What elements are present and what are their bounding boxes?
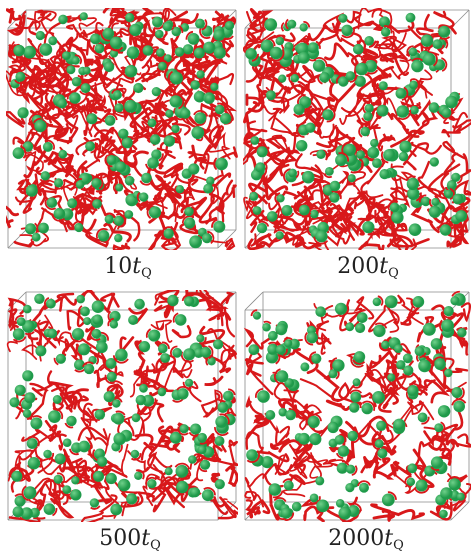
caption-500tq: 500tQ: [80, 526, 180, 553]
panel-500tq: [6, 290, 238, 522]
particle-spheres: [10, 12, 236, 249]
caption-value: 10: [104, 254, 133, 279]
caption-subscript: Q: [150, 538, 161, 553]
panel-200tq: [243, 8, 471, 250]
caption-subscript: Q: [393, 538, 404, 553]
caption-value: 2000: [328, 526, 385, 551]
simulation-box-200tq: [243, 8, 471, 250]
caption-symbol: t: [132, 254, 142, 279]
panel-10tq: [6, 8, 238, 250]
panel-2000tq: [243, 290, 471, 522]
caption-value: 500: [99, 526, 142, 551]
particle-spheres: [246, 290, 467, 521]
particle-spheres: [245, 12, 469, 245]
caption-symbol: t: [384, 526, 394, 551]
caption-subscript: Q: [388, 266, 399, 281]
simulation-box-2000tq: [243, 290, 471, 522]
caption-10tq: 10tQ: [88, 254, 168, 281]
simulation-box-10tq: [6, 8, 238, 250]
simulation-box-500tq: [6, 290, 238, 522]
caption-value: 200: [337, 254, 380, 279]
caption-subscript: Q: [141, 266, 152, 281]
particle-spheres: [9, 293, 237, 520]
caption-symbol: t: [141, 526, 151, 551]
caption-2000tq: 2000tQ: [306, 526, 426, 553]
caption-symbol: t: [379, 254, 389, 279]
caption-200tq: 200tQ: [318, 254, 418, 281]
